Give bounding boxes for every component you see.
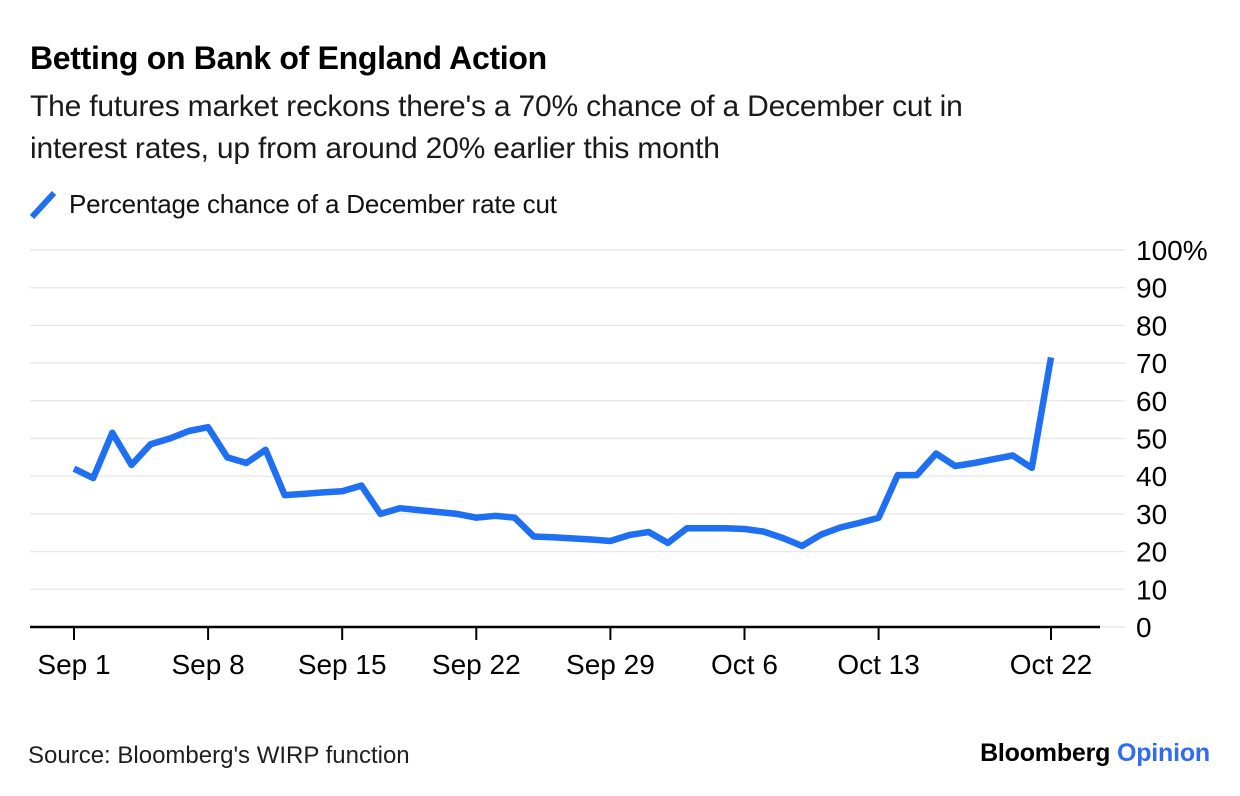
legend-line-slash-icon [29, 190, 57, 219]
brand-bloomberg: Bloomberg [980, 739, 1111, 767]
y-axis-label: 20 [1136, 537, 1167, 568]
brand-opinion: Opinion [1116, 739, 1210, 767]
x-axis-label: Sep 22 [432, 649, 521, 680]
y-axis-label: 80 [1136, 310, 1167, 341]
subtitle-line-2: interest rates, up from around 20% earli… [30, 132, 720, 165]
x-axis-label: Oct 22 [1010, 649, 1092, 680]
x-axis-label: Oct 13 [837, 649, 919, 680]
x-axis-label: Sep 29 [566, 649, 655, 680]
y-axis-label: 30 [1136, 499, 1167, 530]
y-axis-label: 10 [1136, 574, 1167, 605]
y-axis-label: 40 [1136, 461, 1167, 492]
data-line-december-rate-cut [72, 356, 1055, 550]
chart-title: Betting on Bank of England Action [30, 40, 547, 76]
subtitle-line-1: The futures market reckons there's a 70%… [30, 90, 963, 123]
y-axis-label: 100% [1136, 235, 1208, 266]
x-axis-label: Oct 6 [711, 649, 778, 680]
y-axis-label: 90 [1136, 273, 1167, 304]
x-axis-label: Sep 1 [37, 649, 110, 680]
x-axis-label: Sep 8 [172, 649, 245, 680]
y-axis-label: 60 [1136, 386, 1167, 417]
chart-subtitle: The futures market reckons there's a 70%… [30, 86, 963, 170]
y-axis-label: 70 [1136, 348, 1167, 379]
x-axis-label: Sep 15 [298, 649, 387, 680]
y-axis-label: 50 [1136, 424, 1167, 455]
legend-label: Percentage chance of a December rate cut [69, 189, 557, 219]
source-note: Source: Bloomberg's WIRP function [28, 742, 410, 769]
chart-legend: Percentage chance of a December rate cut [28, 189, 557, 220]
bloomberg-opinion-logo: Bloomberg Opinion [980, 739, 1210, 768]
y-axis-label: 0 [1136, 612, 1152, 643]
